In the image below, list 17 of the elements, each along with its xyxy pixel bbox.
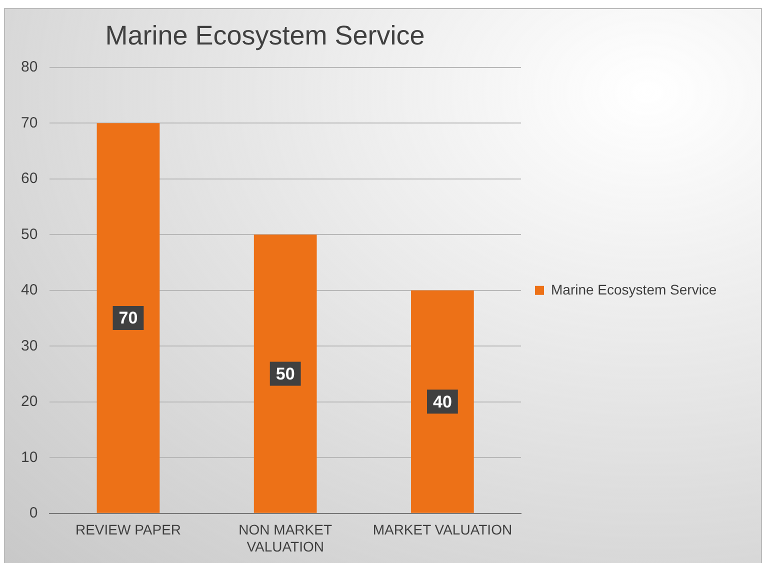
legend-label: Marine Ecosystem Service (551, 281, 717, 298)
y-tick-label: 40 (20, 282, 38, 299)
x-tick-label: NON MARKET VALUATION (238, 522, 332, 554)
data-label: 50 (276, 364, 295, 384)
y-tick-label: 20 (20, 393, 38, 410)
y-tick-label: 70 (20, 114, 38, 132)
y-tick-label: 30 (20, 337, 38, 354)
y-tick-label: 50 (20, 226, 38, 243)
y-tick-label: 10 (20, 448, 38, 466)
x-tick-label: REVIEW PAPER (75, 522, 182, 538)
data-label: 40 (432, 392, 452, 412)
y-tick-label: 80 (20, 58, 38, 76)
x-tick-label: MARKET VALUATION (372, 522, 512, 538)
y-tick-label: 60 (20, 170, 38, 188)
data-label: 70 (118, 308, 138, 328)
chart-title: Marine Ecosystem Service (105, 20, 425, 51)
y-tick-label: 0 (29, 504, 38, 522)
